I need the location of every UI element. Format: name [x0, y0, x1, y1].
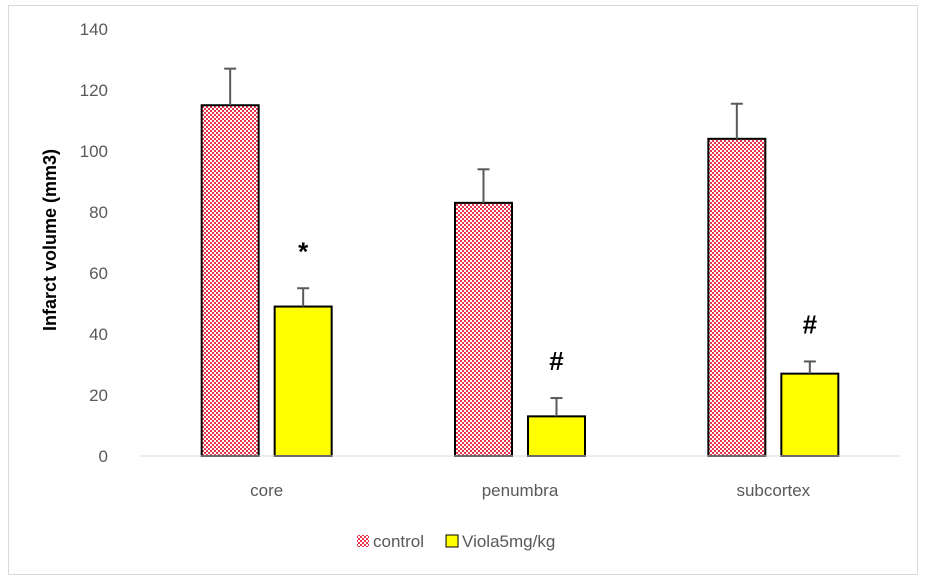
bar-viola5mg-kg-core — [273, 305, 333, 457]
bar-control-core — [200, 104, 260, 457]
bar-control-penumbra — [454, 201, 513, 457]
category-labels: core penumbra subcortex — [250, 481, 811, 500]
y-axis-ticks: 0 20 40 60 80 100 120 140 — [80, 20, 108, 466]
legend-label: Viola5mg/kg — [462, 532, 555, 551]
legend-swatch — [445, 534, 459, 548]
legend: control Viola5mg/kg — [357, 532, 555, 551]
y-tick-label: 80 — [89, 203, 108, 222]
y-tick-label: 140 — [80, 20, 108, 39]
y-tick-label: 20 — [89, 386, 108, 405]
x-tick-label: subcortex — [736, 481, 810, 500]
y-tick-label: 40 — [89, 325, 108, 344]
y-tick-label: 100 — [80, 142, 108, 161]
y-axis-label: Infarct volume (mm3) — [40, 149, 60, 331]
bar-control-subcortex — [707, 137, 767, 458]
x-tick-label: penumbra — [482, 481, 559, 500]
legend-label: control — [373, 532, 424, 551]
significance-marker: * — [298, 236, 309, 266]
x-tick-label: core — [250, 481, 283, 500]
y-tick-label: 0 — [99, 447, 108, 466]
legend-swatch — [357, 535, 369, 547]
y-tick-label: 60 — [89, 264, 108, 283]
bar-viola5mg-kg-penumbra — [527, 415, 586, 458]
bars-group: * # # — [200, 67, 840, 458]
significance-marker: # — [549, 346, 564, 376]
bar-viola5mg-kg-subcortex — [780, 372, 840, 457]
y-tick-label: 120 — [80, 81, 108, 100]
significance-marker: # — [803, 309, 818, 339]
